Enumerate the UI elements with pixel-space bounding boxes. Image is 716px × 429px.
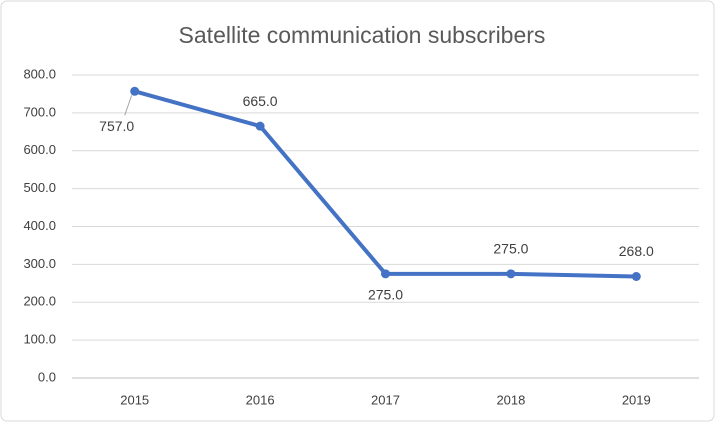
data-label: 757.0	[99, 118, 134, 134]
data-label: 665.0	[243, 93, 278, 109]
y-tick-label: 500.0	[23, 180, 56, 195]
x-tick-label: 2018	[496, 392, 525, 407]
x-tick-label: 2017	[371, 392, 400, 407]
data-label: 275.0	[368, 287, 403, 303]
leader-line	[124, 95, 133, 116]
y-tick-label: 0.0	[38, 369, 56, 384]
data-point	[255, 121, 265, 131]
chart-title: Satellite communication subscribers	[179, 22, 546, 48]
y-tick-label: 300.0	[23, 256, 56, 271]
y-tick-label: 800.0	[23, 66, 56, 81]
data-label: 275.0	[493, 241, 528, 257]
data-point	[631, 271, 641, 281]
x-tick-label: 2015	[120, 392, 149, 407]
x-tick-label: 2016	[246, 392, 275, 407]
data-label: 268.0	[619, 243, 654, 259]
data-point	[130, 86, 140, 96]
y-tick-label: 700.0	[23, 104, 56, 119]
x-tick-label: 2019	[622, 392, 651, 407]
y-tick-label: 200.0	[23, 294, 56, 309]
y-tick-label: 600.0	[23, 142, 56, 157]
data-point	[506, 269, 516, 279]
y-tick-label: 100.0	[23, 332, 56, 347]
y-tick-label: 400.0	[23, 218, 56, 233]
data-point	[381, 269, 390, 279]
